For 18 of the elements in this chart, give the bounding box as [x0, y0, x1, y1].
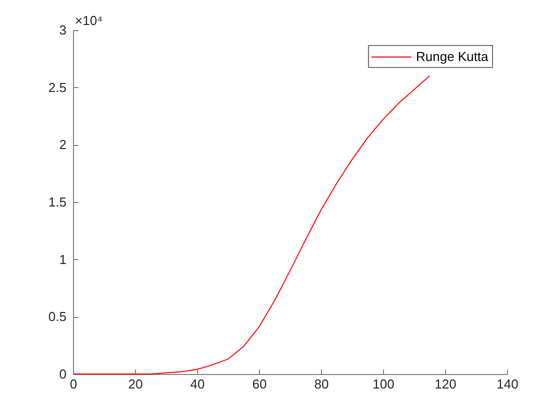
- line-series: [72, 75, 430, 374]
- y-tick-label: 1: [59, 252, 66, 267]
- y-tick-label: 0.5: [48, 309, 66, 324]
- x-tick-label: 0: [70, 376, 78, 392]
- text: ×10⁴: [75, 13, 103, 28]
- x-tick-label: 100: [372, 376, 394, 392]
- legend-label: Runge Kutta: [416, 49, 490, 64]
- y-tick-label: 2: [59, 137, 66, 152]
- y-tick-label: 2.5: [48, 80, 66, 95]
- x-tick-label: 80: [314, 376, 329, 392]
- y-tick-label: 3: [59, 22, 66, 38]
- x-tick-label: 60: [252, 376, 267, 392]
- y-tick-label: 0: [59, 366, 66, 382]
- x-tick-label: 140: [496, 376, 518, 392]
- x-tick-label: 40: [190, 376, 205, 392]
- x-tick-label: 20: [128, 376, 143, 392]
- y-tick-label: 1.5: [48, 194, 66, 210]
- x-tick-label: 120: [434, 376, 456, 392]
